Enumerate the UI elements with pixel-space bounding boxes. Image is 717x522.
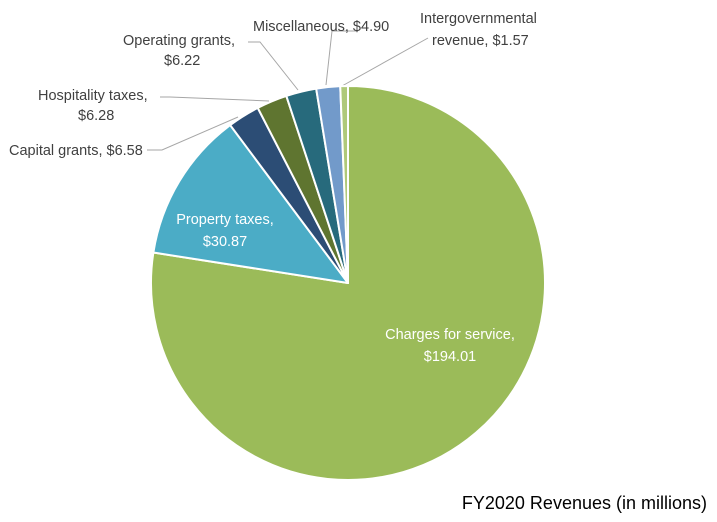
pie-slices: [150, 84, 546, 481]
leader-line-7: [341, 37, 429, 87]
slice-value-5: $6.22: [164, 53, 200, 69]
slice-labels: Charges for service, $194.01 Property taxe…: [9, 11, 537, 365]
slice-label-4: Hospitality taxes,: [38, 88, 148, 104]
leader-line-6: [325, 30, 358, 86]
slice-value-7: revenue, $1.57: [432, 33, 529, 49]
slice-value-1: $194.01: [424, 349, 476, 365]
leader-lines: [147, 30, 429, 151]
leader-line-4: [160, 96, 270, 102]
slice-label-2: Property taxes,: [176, 212, 274, 228]
pie-slice-2: [152, 124, 349, 284]
leader-line-3: [147, 116, 239, 151]
slice-label-5: Operating grants,: [123, 33, 235, 49]
chart-title: FY2020 Revenues (in millions): [461, 493, 707, 513]
leader-line-5: [248, 41, 299, 91]
slice-label-7: Intergovernmental: [420, 11, 537, 27]
pie-slice-7: [339, 84, 349, 284]
slice-value-4: $6.28: [78, 108, 114, 124]
slice-label-6: Miscellaneous, $4.90: [253, 19, 389, 35]
slice-label-1: Charges for service,: [385, 327, 515, 343]
slice-label-3: Capital grants, $6.58: [9, 143, 143, 159]
slice-value-2: $30.87: [203, 234, 247, 250]
